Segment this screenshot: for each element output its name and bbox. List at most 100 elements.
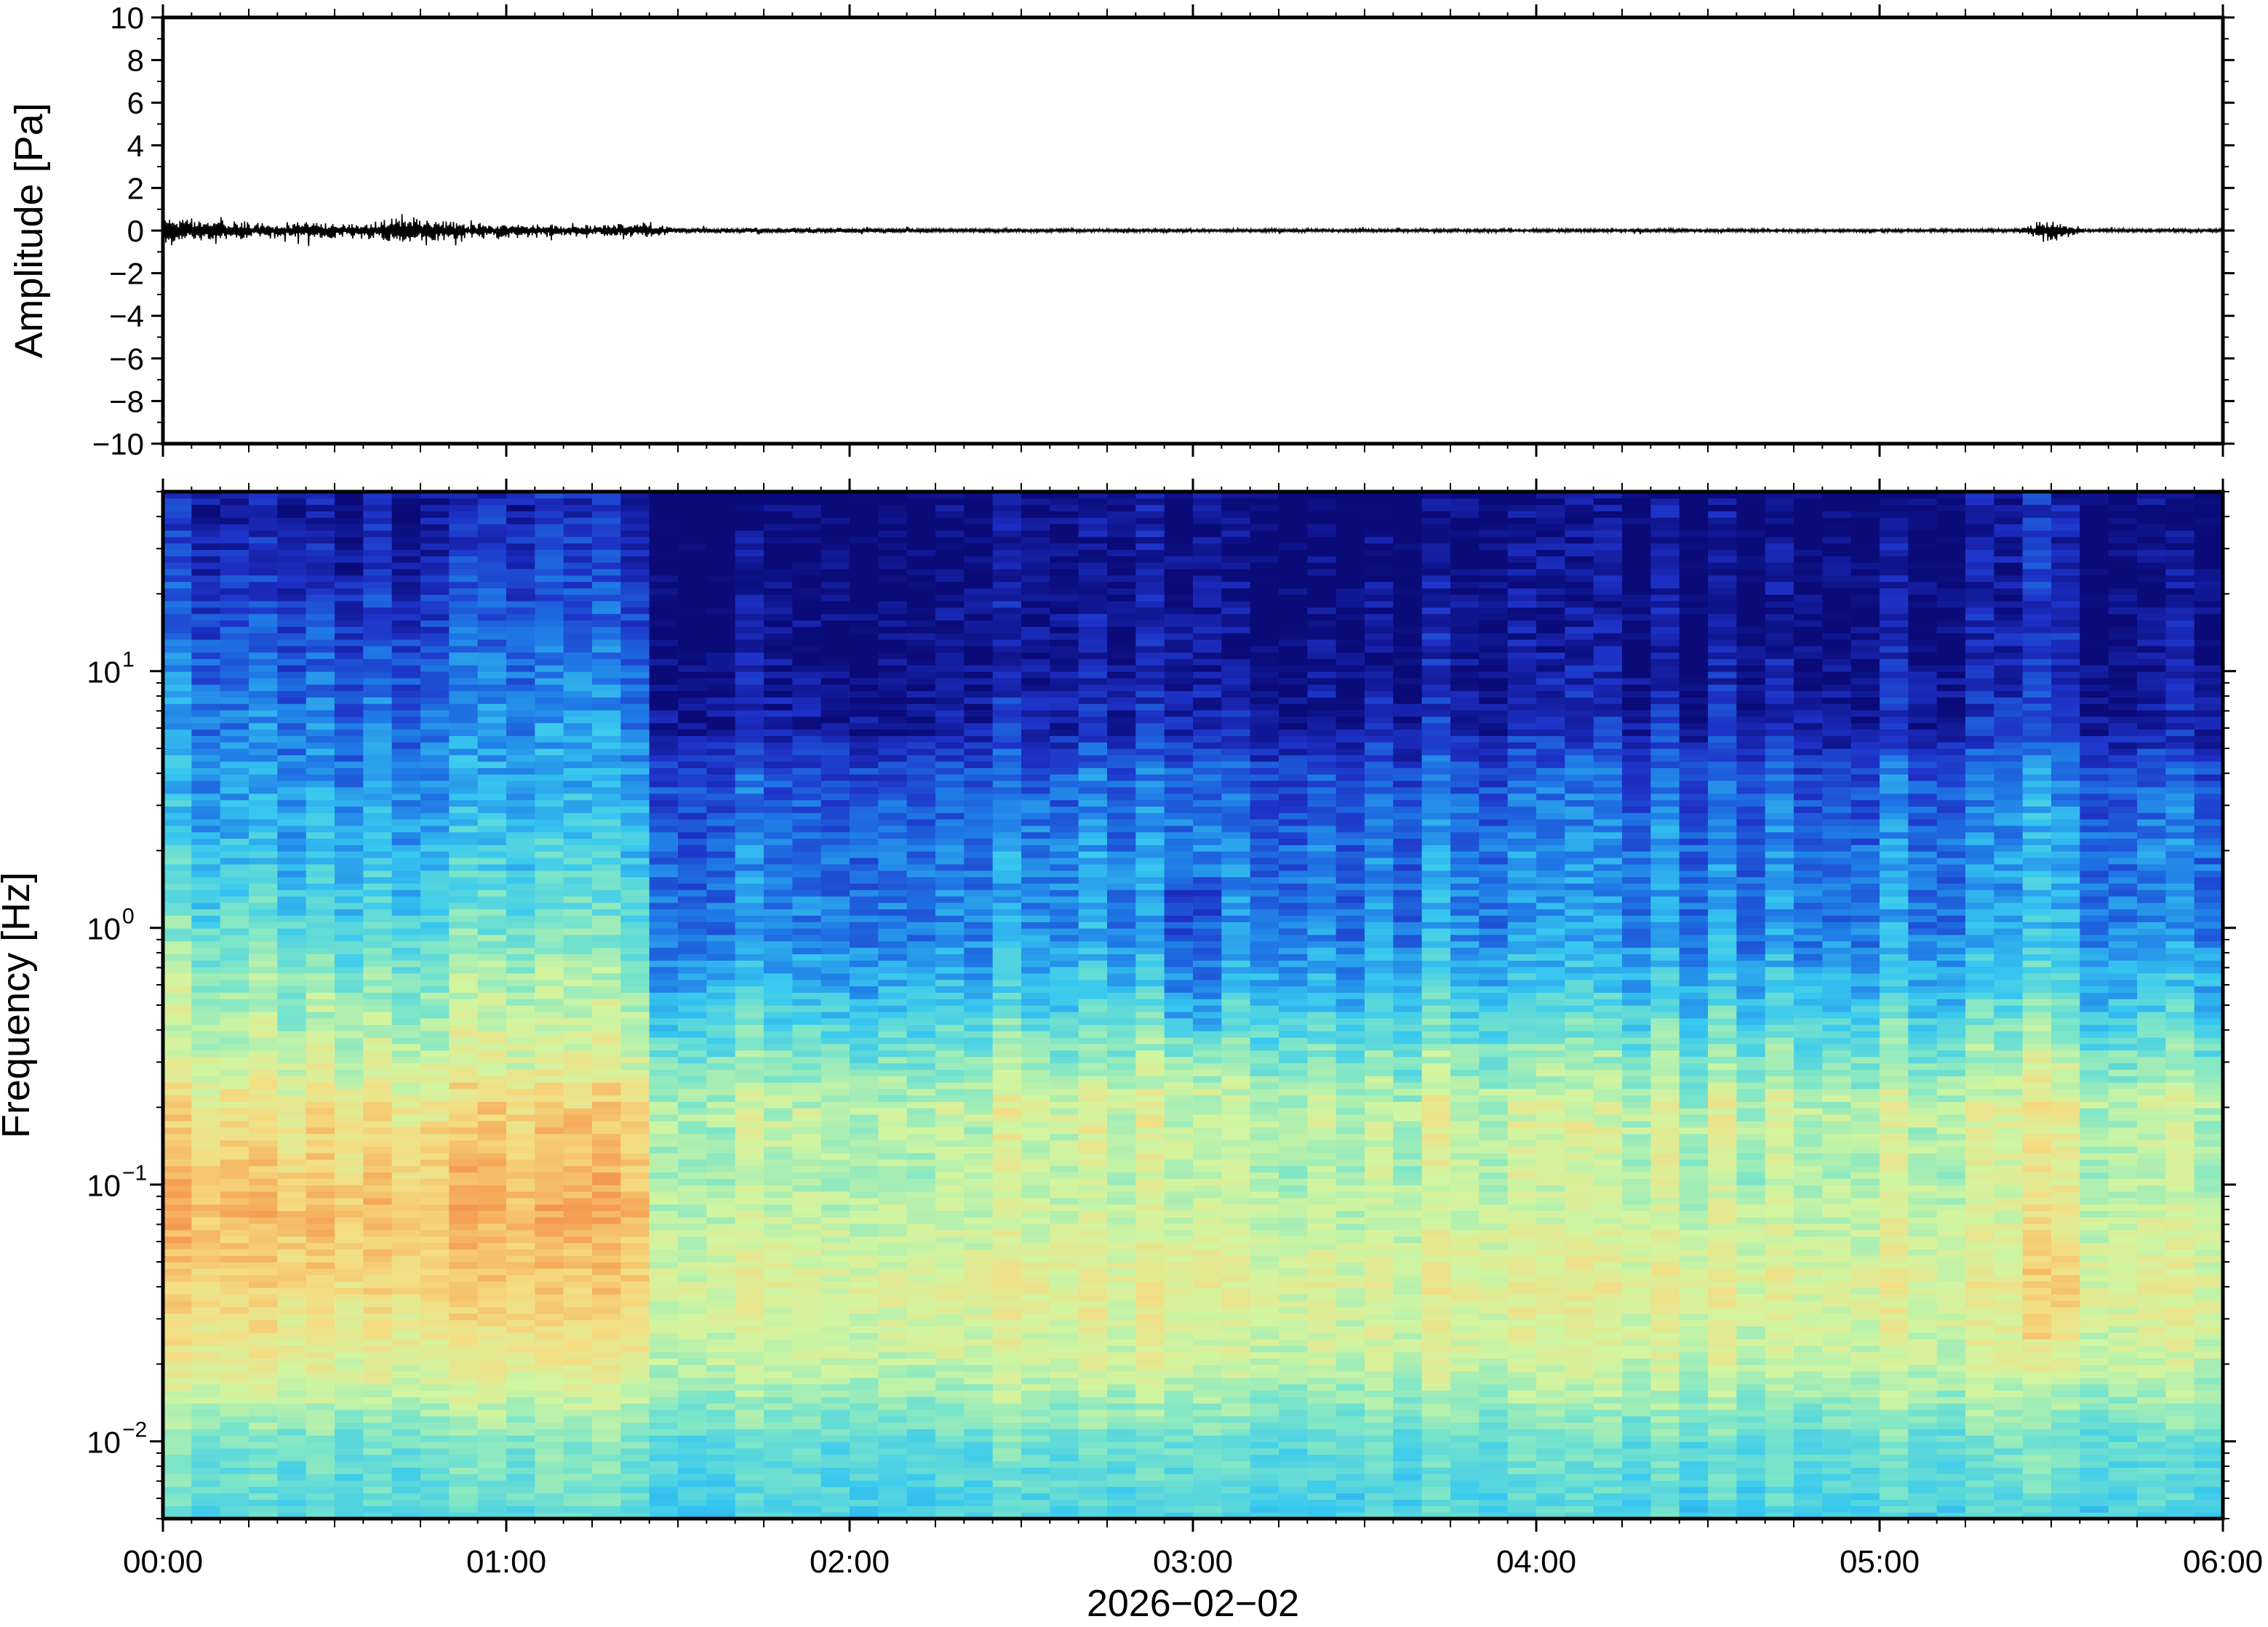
spectrogram-cell	[706, 614, 735, 620]
spectrogram-cell	[564, 1018, 593, 1025]
spectrogram-cell	[535, 922, 564, 928]
spectrogram-cell	[249, 524, 278, 530]
spectrogram-cell	[392, 1005, 421, 1012]
spectrogram-cell	[964, 960, 993, 967]
spectrogram-cell	[506, 1191, 535, 1198]
spectrogram-cell	[191, 1005, 220, 1012]
spectrogram-cell	[650, 973, 679, 980]
spectrogram-cell	[907, 1166, 936, 1172]
spectrogram-cell	[592, 524, 621, 530]
spectrogram-cell	[706, 1255, 735, 1262]
spectrogram-cell	[650, 858, 679, 864]
spectrogram-cell	[850, 1480, 879, 1487]
spectrogram-cell	[935, 710, 965, 716]
spectrogram-cell	[220, 1204, 249, 1211]
spectrogram-cell	[392, 1185, 421, 1191]
spectrogram-cell	[620, 511, 650, 517]
spectrogram-cell	[564, 703, 593, 710]
spectrogram-cell	[935, 723, 965, 729]
spectrogram-cell	[420, 646, 450, 652]
spectrogram-cell	[535, 1121, 564, 1127]
spectrogram-cell	[706, 1230, 735, 1236]
spectrogram-cell	[735, 588, 764, 594]
spectrogram-cell	[335, 1005, 364, 1012]
spectrogram-cell	[220, 1236, 249, 1243]
spectrogram-cell	[335, 1410, 364, 1416]
spectrogram-cell	[535, 1391, 564, 1397]
spectrogram-cell	[620, 1268, 650, 1275]
spectrogram-cell	[249, 1461, 278, 1468]
spectrogram-cell	[764, 806, 793, 812]
spectrogram-cell	[706, 1249, 735, 1255]
spectrogram-cell	[592, 1204, 621, 1211]
spectrogram-cell	[564, 871, 593, 877]
spectrogram-cell	[220, 1281, 249, 1287]
spectrogram-cell	[163, 1050, 192, 1057]
spectrogram-cell	[821, 742, 850, 748]
spectrogram-cell	[620, 793, 650, 800]
spectrogram-cell	[792, 562, 821, 569]
spectrogram-cell	[506, 1024, 535, 1031]
spectrogram-cell	[678, 1204, 707, 1211]
spectrogram-cell	[363, 1403, 392, 1410]
spectrogram-cell	[449, 498, 478, 505]
spectrogram-cell	[420, 1095, 450, 1102]
spectrogram-cell	[935, 601, 965, 607]
spectrogram-cell	[249, 1435, 278, 1442]
spectrogram-cell	[363, 1063, 392, 1069]
spectrogram-cell	[907, 1018, 936, 1025]
spectrogram-cell	[735, 1082, 764, 1089]
spectrogram-cell	[449, 691, 478, 697]
spectrogram-cell	[907, 986, 936, 993]
spectrogram-cell	[592, 1127, 621, 1134]
spectrogram-cell	[506, 967, 535, 973]
spectrogram-cell	[792, 1191, 821, 1198]
spectrogram-cell	[964, 678, 993, 684]
spectrogram-cell	[363, 1044, 392, 1050]
spectrogram-cell	[249, 1352, 278, 1359]
spectrogram-cell	[449, 896, 478, 903]
spectrogram-cell	[277, 1364, 306, 1371]
spectrogram-cell	[907, 1319, 936, 1326]
spectrogram-cell	[620, 1364, 650, 1371]
spectrogram-cell	[449, 1307, 478, 1314]
spectrogram-cell	[850, 1506, 879, 1512]
spectrogram-cell	[592, 1487, 621, 1493]
spectrogram-cell	[420, 774, 450, 780]
spectrogram-cell	[335, 871, 364, 877]
spectrogram-cell	[964, 1474, 993, 1480]
spectrogram-cell	[449, 1506, 478, 1512]
spectrogram-cell	[964, 1403, 993, 1410]
spectrogram-cell	[878, 883, 907, 890]
spectrogram-cell	[620, 903, 650, 909]
spectrogram-cell	[993, 909, 1022, 916]
spectrogram-cell	[735, 1500, 764, 1506]
spectrogram-cell	[249, 646, 278, 652]
spectrogram-cell	[993, 922, 1022, 928]
spectrogram-cell	[449, 774, 478, 780]
spectrogram-cell	[163, 556, 192, 562]
spectrogram-cell	[363, 748, 392, 755]
spectrogram-cell	[678, 1339, 707, 1346]
spectrogram-cell	[735, 1005, 764, 1012]
spectrogram-cell	[764, 569, 793, 575]
spectrogram-cell	[478, 1480, 507, 1487]
spectrogram-cell	[163, 761, 192, 768]
spectrogram-cell	[306, 658, 335, 665]
spectrogram-cell	[706, 729, 735, 736]
spectrogram-cell	[392, 800, 421, 807]
spectrogram-cell	[478, 748, 507, 755]
spectrogram-cell	[907, 723, 936, 729]
spectrogram-cell	[821, 1210, 850, 1217]
spectrogram-cell	[220, 1095, 249, 1102]
spectrogram-cell	[678, 1448, 707, 1455]
spectrogram-cell	[764, 1069, 793, 1076]
spectrogram-cell	[392, 742, 421, 748]
spectrogram-cell	[735, 684, 764, 691]
spectrogram-cell	[249, 1204, 278, 1211]
spectrogram-cell	[878, 877, 907, 884]
spectrogram-cell	[592, 1198, 621, 1204]
spectrogram-cell	[592, 986, 621, 993]
spectrogram-cell	[592, 1037, 621, 1044]
spectrogram-cell	[306, 729, 335, 736]
